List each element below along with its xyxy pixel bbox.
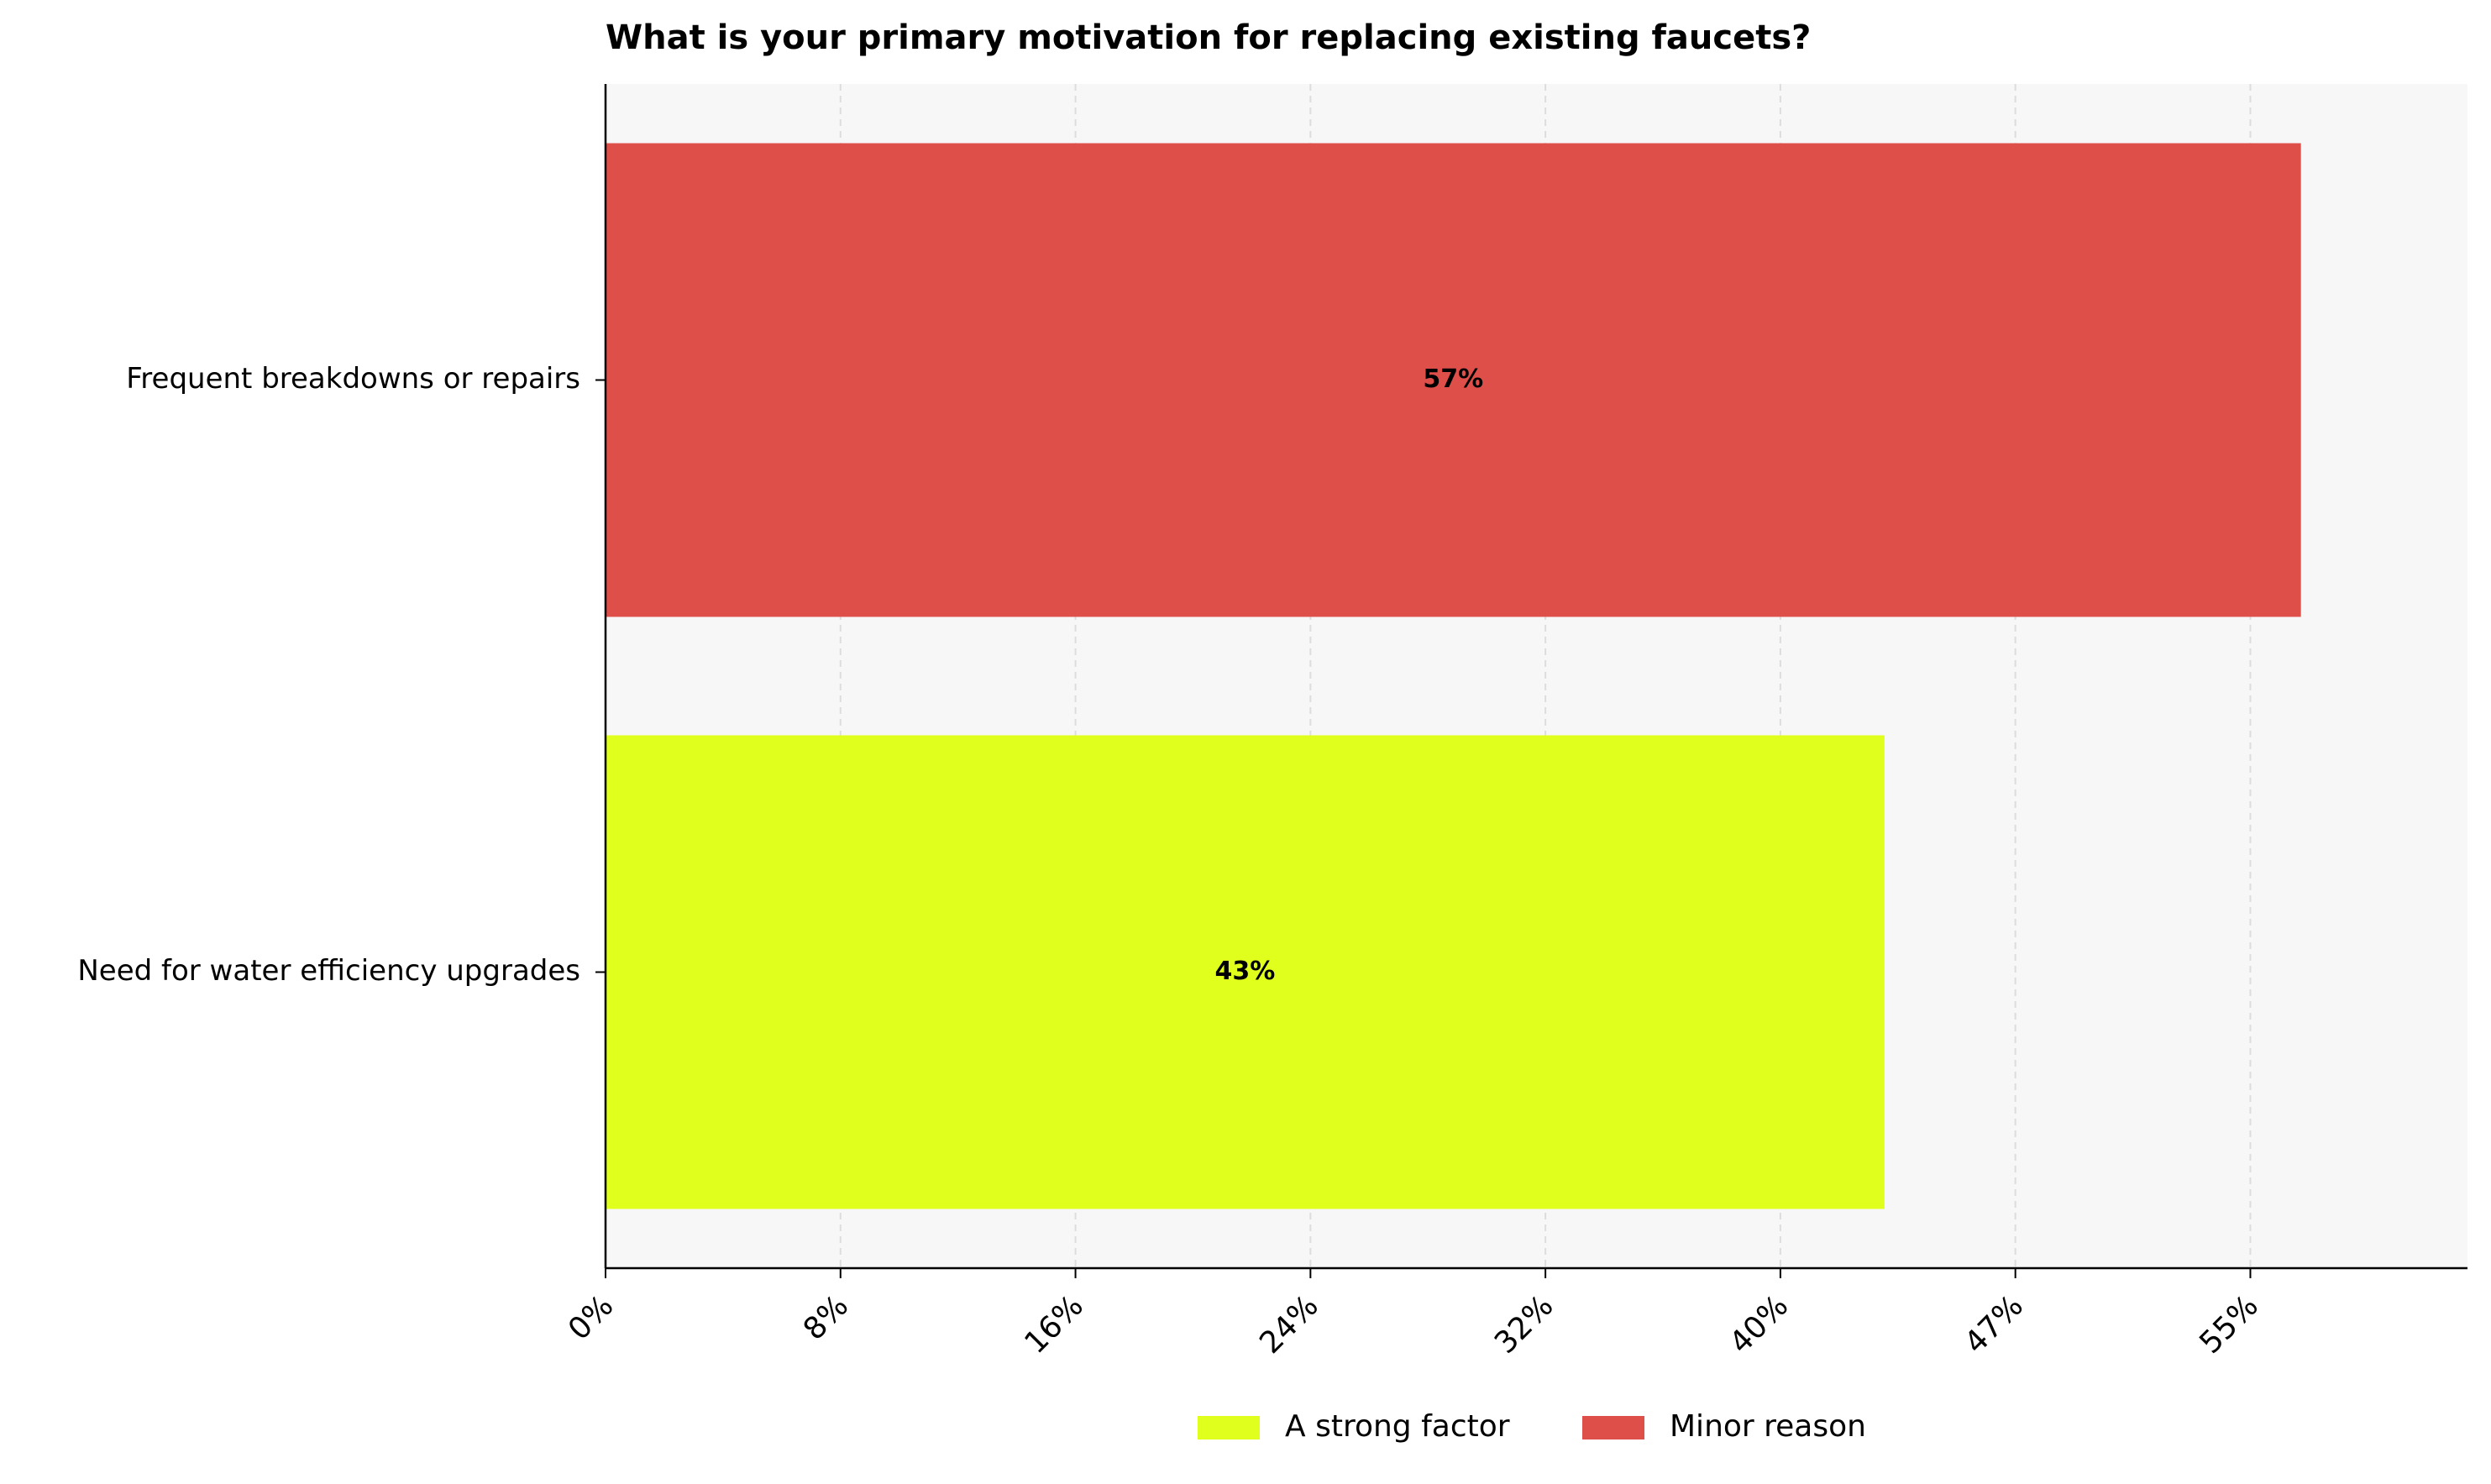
legend-label: A strong factor bbox=[1285, 1409, 1510, 1444]
x-tick-label: 47% bbox=[1959, 1288, 2031, 1361]
y-tick-label: Frequent breakdowns or repairs bbox=[126, 362, 580, 396]
x-tick-label: 0% bbox=[562, 1288, 620, 1346]
x-tick-label: 55% bbox=[2193, 1288, 2265, 1361]
x-tick-label: 16% bbox=[1018, 1288, 1090, 1361]
x-tick-label: 8% bbox=[797, 1288, 855, 1346]
x-tick-label: 24% bbox=[1253, 1288, 1325, 1361]
legend-swatch bbox=[1582, 1416, 1644, 1439]
x-tick-label: 32% bbox=[1488, 1288, 1560, 1361]
value-label: 57% bbox=[1423, 364, 1483, 394]
legend-label: Minor reason bbox=[1670, 1409, 1866, 1444]
x-tick-label: 40% bbox=[1723, 1288, 1796, 1361]
legend-swatch bbox=[1198, 1416, 1260, 1439]
y-tick-label: Need for water efficiency upgrades bbox=[77, 954, 580, 988]
value-label: 43% bbox=[1215, 957, 1276, 986]
bar bbox=[606, 735, 1885, 1209]
chart-title: What is your primary motivation for repl… bbox=[606, 18, 1811, 57]
bar bbox=[606, 143, 2301, 617]
